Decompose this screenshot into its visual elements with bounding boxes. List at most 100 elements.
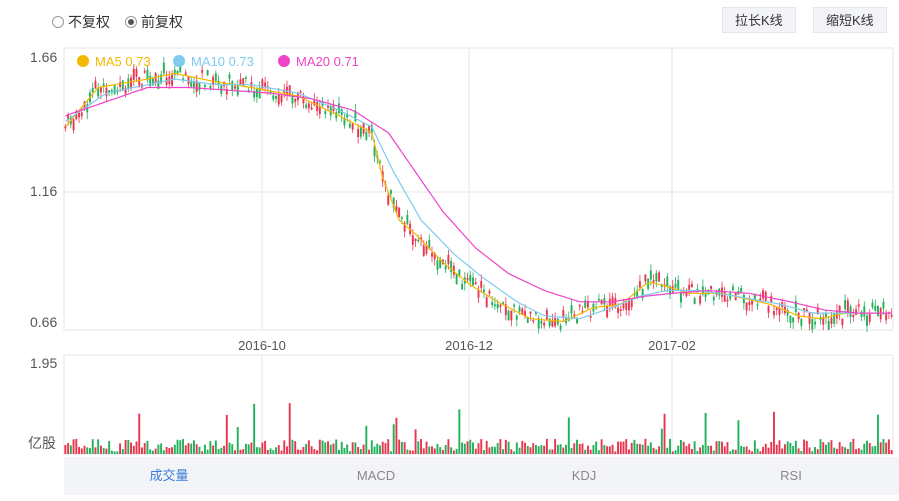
volume-bar [146,440,149,454]
candle-body [838,305,841,314]
volume-bar [529,447,532,454]
candle-body [857,304,860,307]
volume-bar [844,447,847,454]
candle-body [389,190,392,194]
candle-body [231,81,234,91]
candle-body [554,318,557,327]
volume-bar [767,447,770,454]
volume-bar [852,438,855,454]
candle-body [346,113,349,118]
radio-unchecked-icon [52,16,64,28]
volume-bar [567,417,570,454]
candle-body [151,78,154,86]
volume-bar [789,442,792,454]
volume-bar [151,450,154,454]
volume-bar [441,449,444,454]
candle-body [146,69,149,81]
volume-bar [515,442,518,454]
volume-bar [217,448,220,454]
candle-body [160,74,163,84]
candle-body [302,96,305,104]
candle-body [543,322,546,326]
volume-bar [436,443,439,454]
candle-body [548,318,551,326]
candle-body [428,239,431,249]
volume-bar [674,450,677,454]
volume-bar [811,451,814,454]
volume-bar [384,443,387,454]
volume-bar [72,439,75,454]
candle-body [644,274,647,282]
indicator-tabs: 成交量 MACD KDJ RSI [64,457,899,495]
volume-bar [450,447,453,454]
tab-macd[interactable]: MACD [356,468,396,483]
candle-body [198,82,201,91]
volume-bar [737,420,740,454]
radio-no-adjust[interactable]: 不复权 [52,12,110,32]
candle-body [860,311,863,317]
candle-body [236,84,239,96]
shrink-k-line-button[interactable]: 缩短K线 [813,7,887,33]
volume-bar [244,443,247,454]
volume-bar [638,443,641,454]
candle-body [822,316,825,325]
candle-body [305,104,308,108]
volume-bar [554,439,557,454]
date-label-2016-10: 2016-10 [238,338,286,353]
volume-bar [75,438,78,454]
candle-body [852,315,855,318]
volume-bar [201,451,204,454]
volume-bar [617,441,619,454]
volume-bar [310,446,313,454]
volume-bar [469,439,472,454]
stretch-k-line-button[interactable]: 拉长K线 [722,7,796,33]
volume-bar [726,442,729,454]
volume-bar [611,444,614,454]
candle-body [622,303,625,309]
volume-bar [633,439,636,454]
candle-body [559,325,562,330]
volume-bar [231,444,234,454]
volume-bar [693,441,696,454]
volume-bar [718,441,721,454]
volume-bar [477,443,480,454]
volume-bar [258,447,261,454]
volume-bar [510,449,513,454]
volume-bar [756,448,759,454]
volume-bar [149,449,152,454]
volume-bar [307,440,310,454]
volume-bar [102,448,105,454]
volume-bar [855,449,858,454]
candle-body [422,245,425,256]
volume-bar [655,449,658,454]
candle-body [871,302,874,308]
candle-body [291,94,294,104]
candle-body [203,84,206,87]
candle-body [351,123,354,130]
candle-body [269,90,272,94]
candle-body [537,318,540,329]
tab-kdj[interactable]: KDJ [571,468,597,483]
candle-body [652,280,655,283]
volume-bar [592,445,595,454]
volume-bar [502,449,505,454]
volume-bar [209,441,212,454]
volume-bar [381,441,384,454]
volume-bar [841,446,844,454]
kline-chart: 1.66 1.16 0.66 2016-10 2016-12 2017-02 1… [28,47,894,455]
candle-body [729,292,732,300]
volume-bar [584,449,587,454]
volume-bar [573,443,576,454]
tab-volume[interactable]: 成交量 [149,468,189,483]
volume-bar [559,444,562,454]
candle-body [335,112,338,119]
candles [64,57,893,334]
radio-forward-adjust[interactable]: 前复权 [125,12,183,32]
volume-bar [833,447,836,454]
tab-rsi[interactable]: RSI [780,468,802,483]
candle-body [827,320,830,330]
volume-bar [294,441,297,454]
volume-bar [242,449,245,454]
volume-bar [269,448,272,454]
volume-bar [321,440,324,454]
